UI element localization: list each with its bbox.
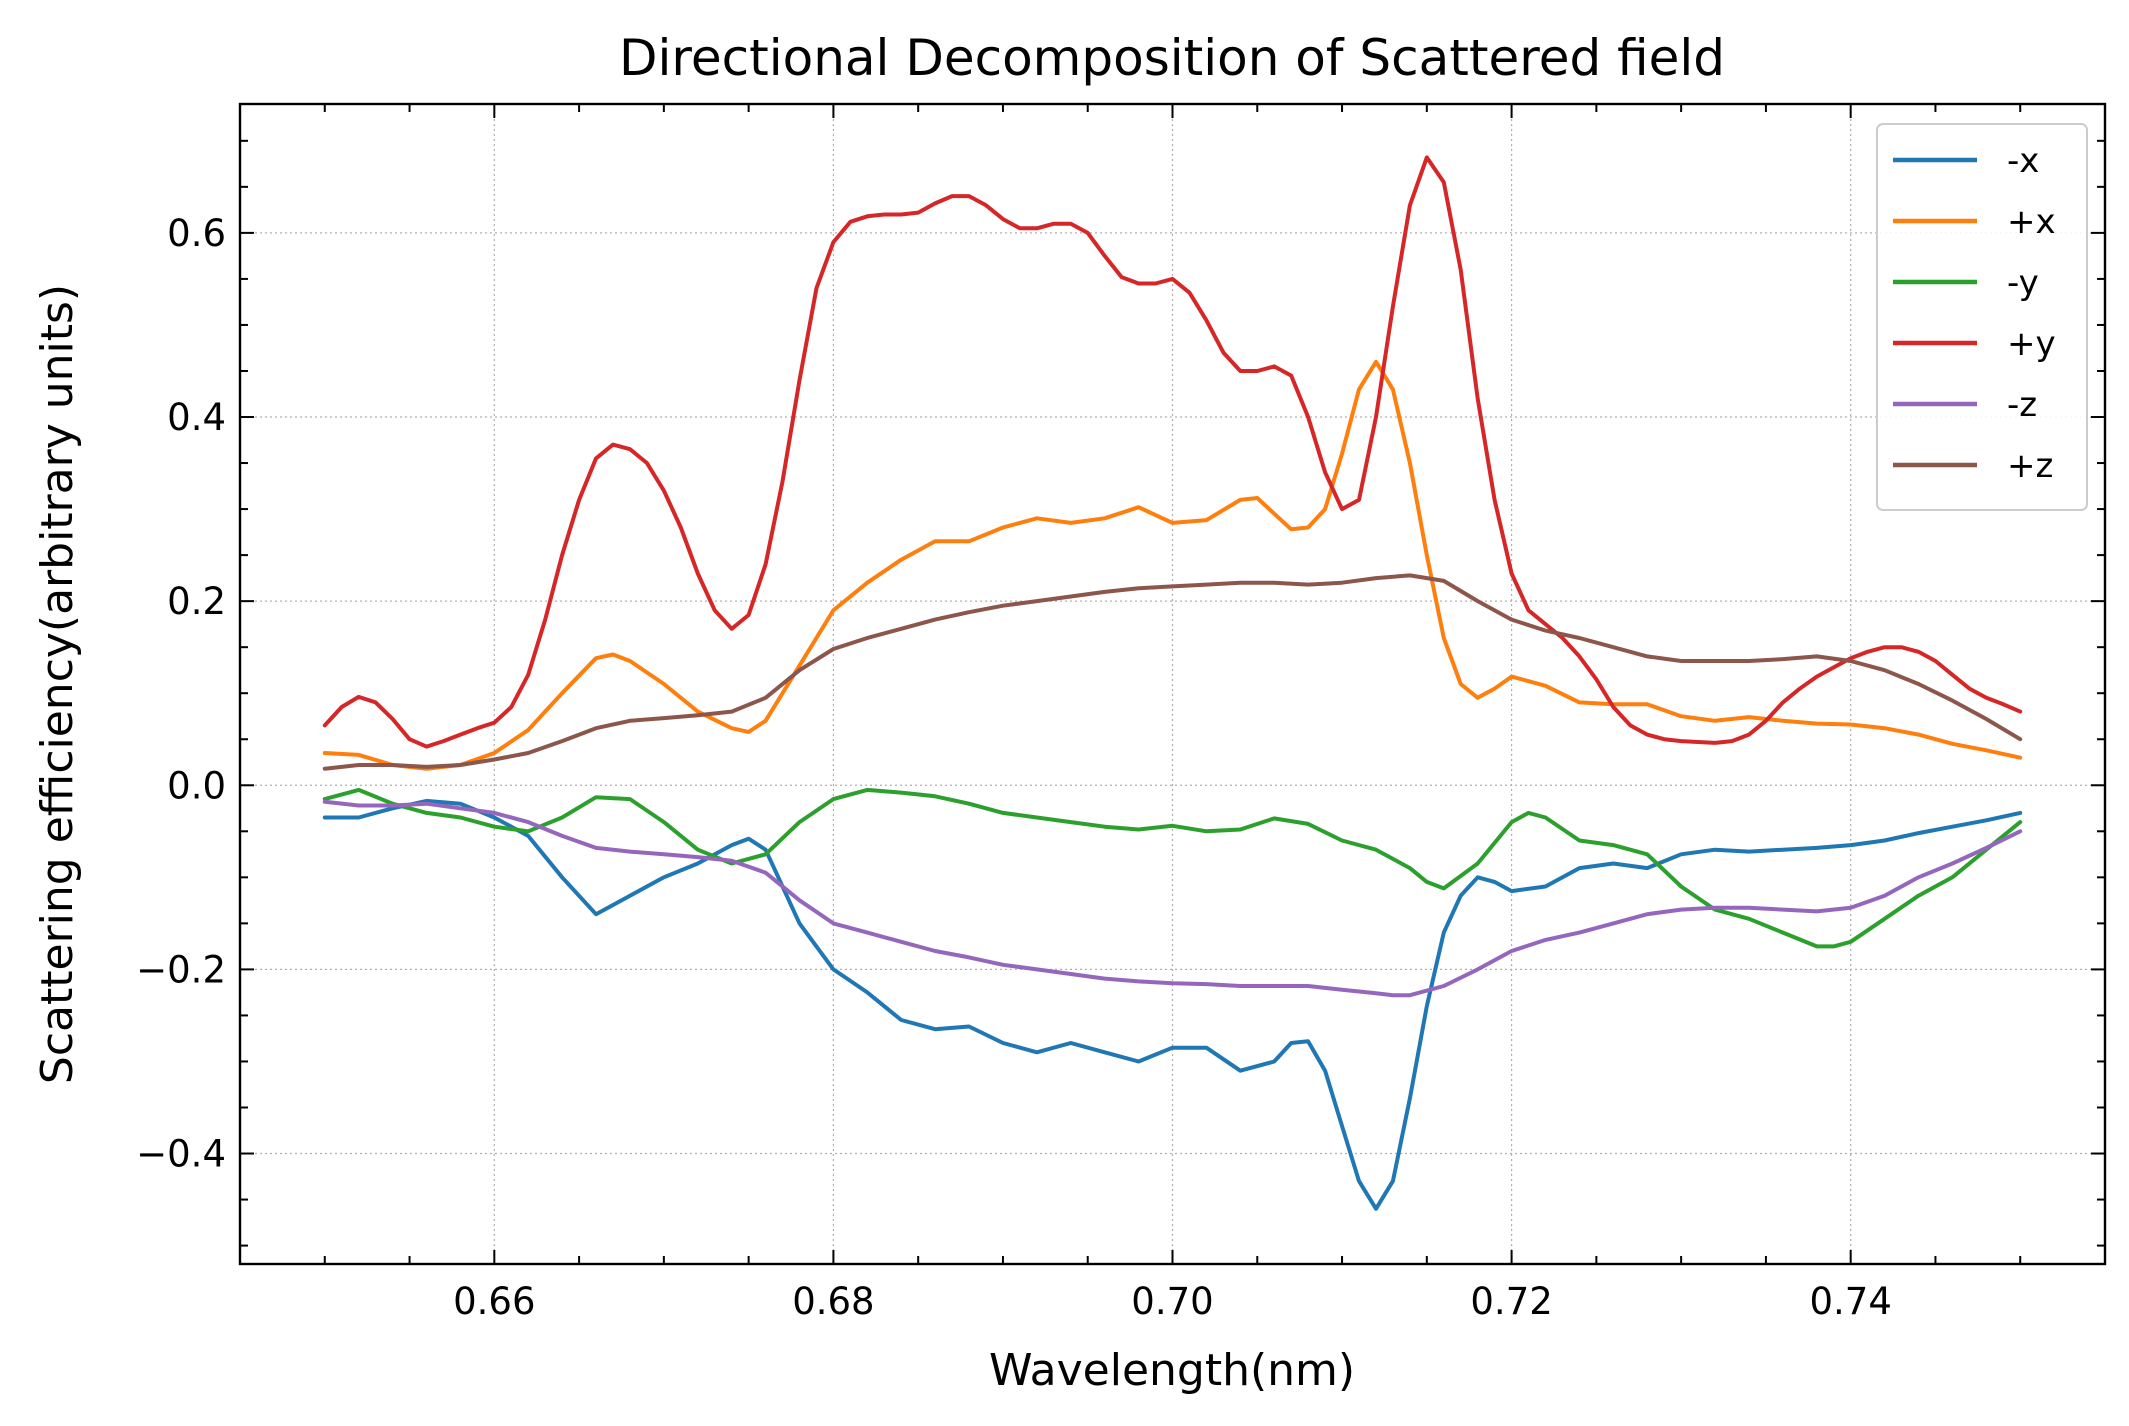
x-tick-label: 0.68 <box>792 1280 874 1323</box>
legend-label: -y <box>2007 263 2039 303</box>
x-tick-label: 0.74 <box>1809 1280 1891 1323</box>
y-tick-label: 0.4 <box>167 396 226 439</box>
axis-ticks: 0.66 0.68 0.70 0.72 0.74 −0.4 −0.2 0.0 0.2 0.4 0.6 <box>136 104 2106 1323</box>
y-tick-label: 0.0 <box>167 764 226 807</box>
chart-title: Directional Decomposition of Scattered f… <box>619 29 1725 87</box>
legend: -x +x -y +y -z +z <box>1876 123 2088 511</box>
legend-label: -z <box>2007 385 2037 425</box>
y-tick-label: 0.2 <box>167 580 226 623</box>
series-line-minus-x <box>322 798 2023 1211</box>
legend-label: +y <box>2007 324 2056 364</box>
y-tick-label: −0.4 <box>136 1133 226 1176</box>
y-axis-label: Scattering efficiency(arbitrary units) <box>32 284 83 1084</box>
x-axis-label: Wavelength(nm) <box>989 1345 1355 1396</box>
legend-label: +z <box>2007 446 2053 486</box>
x-tick-label: 0.72 <box>1470 1280 1552 1323</box>
legend-box <box>1876 123 2088 511</box>
series-line-minus-y <box>322 787 2023 949</box>
x-tick-label: 0.66 <box>453 1280 535 1323</box>
x-tick-label: 0.70 <box>1131 1280 1213 1323</box>
series-line-plusminus-x <box>322 359 2023 771</box>
series-lines <box>322 155 2023 1211</box>
y-tick-label: 0.6 <box>167 212 226 255</box>
series-line-minus-z <box>322 799 2023 998</box>
series-line-plusminus-z <box>322 573 2023 771</box>
legend-label: +x <box>2007 202 2056 242</box>
series-line-plusminus-y <box>322 155 2023 749</box>
legend-label: -x <box>2007 141 2039 181</box>
y-tick-label: −0.2 <box>136 948 226 991</box>
